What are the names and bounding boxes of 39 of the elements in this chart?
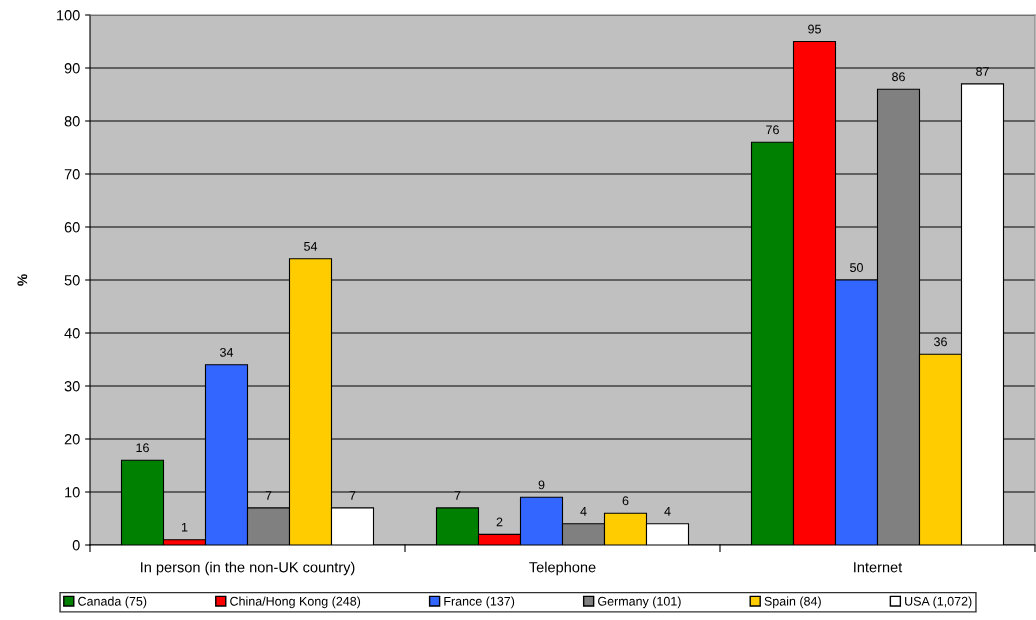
y-tick-label: 80: [64, 116, 80, 127]
data-label: 7: [454, 491, 461, 500]
data-label: 9: [538, 480, 545, 490]
data-label: 87: [976, 67, 989, 76]
y-tick-label: 10: [65, 487, 80, 498]
legend-label: Canada (75): [78, 596, 147, 609]
y-axis-title: %: [17, 274, 28, 286]
legend-label: China/Hong Kong (248): [230, 596, 361, 609]
data-label: 50: [850, 263, 863, 272]
y-tick-label: 40: [64, 328, 80, 339]
data-label: 7: [349, 491, 356, 500]
data-label: 7: [265, 491, 272, 500]
x-tick-label: Telephone: [529, 561, 596, 576]
y-tick-label: 70: [64, 169, 80, 180]
x-tick-label: In person (in the non-UK country): [141, 561, 355, 576]
y-tick-label: 0: [72, 540, 80, 551]
data-label: 4: [664, 507, 671, 516]
data-label: 16: [136, 443, 149, 453]
data-label: 86: [892, 72, 905, 82]
data-label: 76: [766, 125, 779, 135]
data-label: 4: [580, 507, 587, 516]
data-label: 6: [622, 496, 629, 506]
y-tick-label: 100: [57, 10, 80, 21]
legend-label: France (137): [444, 596, 515, 609]
legend-label: USA (1,072): [905, 596, 972, 609]
data-label: 36: [934, 337, 947, 347]
y-tick-label: 90: [64, 63, 80, 74]
data-label: 54: [304, 242, 318, 251]
data-label: 95: [808, 24, 821, 34]
data-label: 34: [220, 347, 234, 357]
y-tick-label: 30: [64, 381, 80, 392]
y-tick-label: 20: [64, 434, 80, 445]
legend-label: Germany (101): [598, 596, 681, 609]
x-tick-label: Internet: [854, 562, 903, 573]
legend-label: Spain (84): [764, 596, 821, 609]
data-label: 2: [496, 517, 503, 527]
y-tick-label: 60: [64, 222, 80, 233]
data-label: 1: [181, 522, 188, 532]
y-tick-label: 50: [64, 275, 80, 286]
